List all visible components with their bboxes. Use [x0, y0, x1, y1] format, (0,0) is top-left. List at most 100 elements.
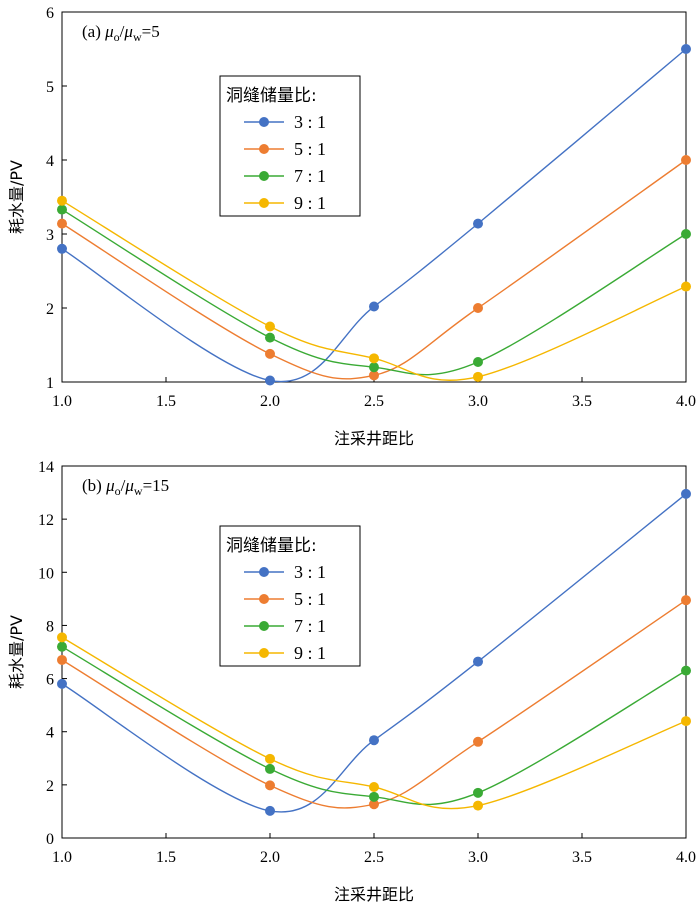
x-axis-title: 注采井距比 [334, 885, 414, 904]
data-point-3:1 [265, 375, 275, 386]
legend-marker [259, 198, 269, 208]
data-point-5:1 [57, 218, 67, 229]
data-point-3:1 [681, 44, 691, 54]
legend-label: 3 : 1 [294, 112, 326, 132]
x-axis-title: 注采井距比 [334, 429, 414, 448]
data-point-9:1 [265, 753, 275, 764]
data-point-7:1 [265, 332, 275, 343]
y-tick-label: 8 [46, 618, 54, 635]
data-point-9:1 [369, 353, 379, 364]
data-point-5:1 [473, 303, 483, 313]
panel-label: (a) μo/μw=5 [82, 22, 160, 44]
legend-label: 5 : 1 [294, 589, 326, 609]
data-point-3:1 [473, 656, 483, 667]
legend-label: 7 : 1 [294, 616, 326, 636]
panel-label-sub-o: o [115, 484, 121, 498]
y-tick-label: 4 [46, 153, 54, 170]
legend-label: 3 : 1 [294, 562, 326, 582]
data-point-5:1 [57, 654, 67, 665]
legend-label: 5 : 1 [294, 139, 326, 159]
plot-frame [61, 11, 687, 383]
x-tick-label: 3.0 [468, 849, 488, 866]
x-tick-label: 1.0 [52, 393, 72, 410]
legend-label: 7 : 1 [294, 166, 326, 186]
data-point-9:1 [265, 321, 275, 332]
series-line-7:1 [61, 646, 687, 806]
y-tick-label: 2 [46, 301, 54, 318]
y-tick-label: 10 [38, 565, 54, 582]
y-tick-label: 5 [46, 79, 54, 96]
panel-label-ratio: =15 [143, 476, 170, 495]
panel-label-slash: / [120, 22, 125, 41]
legend-marker [259, 567, 269, 577]
x-tick-label: 3.5 [572, 393, 592, 410]
data-point-7:1 [57, 641, 67, 652]
panel-label-sub-w: w [133, 30, 142, 44]
x-tick-label: 2.5 [364, 849, 384, 866]
x-tick-label: 4.0 [676, 849, 696, 866]
data-point-3:1 [57, 678, 67, 689]
y-tick-label: 1 [46, 375, 54, 392]
y-tick-label: 0 [46, 831, 54, 848]
x-tick-label: 1.5 [156, 849, 176, 866]
data-point-3:1 [369, 301, 379, 312]
legend-marker [259, 117, 269, 127]
panel-label-mu-o: μ [104, 22, 114, 41]
chart-panel-0: 1 2 3 4 5 6 1.0 1.5 2.0 2.5 3.0 3.5 4.0 注采井距比 耗水量/PV (a… [7, 5, 696, 448]
data-point-5:1 [473, 736, 483, 747]
chart-panel-1: 0 2 4 6 8 10 12 14 1.0 1.5 2.0 2.5 3.0 3.5 4.0 注采井距比 耗水量… [7, 459, 696, 904]
data-point-7:1 [681, 665, 691, 676]
panel-label-mu-w: μ [123, 22, 133, 41]
legend: 洞缝储量比: 3 : 1 5 : 1 7 : 1 9 : 1 [219, 525, 361, 667]
data-point-9:1 [473, 371, 483, 382]
data-point-9:1 [473, 800, 483, 811]
data-point-9:1 [57, 195, 67, 206]
x-tick-label: 3.5 [572, 849, 592, 866]
x-tick-label: 2.0 [260, 393, 280, 410]
legend-box [219, 75, 361, 217]
x-tick-label: 2.5 [364, 393, 384, 410]
x-tick-label: 4.0 [676, 393, 696, 410]
panel-label-prefix: (a) [82, 22, 105, 41]
legend-title: 洞缝储量比: [226, 86, 317, 106]
panel-label: (b) μo/μw=15 [82, 476, 169, 498]
panel-label-sub-w: w [134, 484, 143, 498]
series-line-3:1 [61, 493, 687, 813]
y-tick-label: 14 [38, 459, 54, 476]
data-point-3:1 [369, 735, 379, 746]
y-axis-title: 耗水量/PV [7, 160, 26, 234]
data-point-9:1 [681, 281, 691, 292]
y-tick-label: 2 [46, 778, 54, 795]
legend-box [219, 525, 361, 667]
y-axis-title: 耗水量/PV [7, 615, 26, 689]
data-point-7:1 [265, 763, 275, 774]
panel-label-prefix: (b) [82, 476, 106, 495]
y-tick-label: 3 [46, 227, 54, 244]
x-tick-label: 1.0 [52, 849, 72, 866]
panel-label-ratio: =5 [142, 22, 160, 41]
y-tick-label: 6 [46, 672, 54, 689]
data-point-9:1 [681, 716, 691, 727]
data-point-9:1 [57, 632, 67, 643]
data-point-5:1 [681, 155, 691, 165]
legend-marker [259, 648, 269, 658]
legend-marker [259, 621, 269, 631]
data-point-7:1 [473, 357, 483, 368]
x-tick-label: 1.5 [156, 393, 176, 410]
data-point-5:1 [265, 780, 275, 791]
data-point-5:1 [681, 595, 691, 606]
y-tick-label: 12 [38, 512, 54, 529]
x-tick-label: 3.0 [468, 393, 488, 410]
data-point-3:1 [57, 243, 67, 254]
data-point-3:1 [265, 805, 275, 816]
data-point-7:1 [369, 362, 379, 373]
data-point-7:1 [57, 204, 67, 215]
data-point-5:1 [369, 799, 379, 810]
data-point-7:1 [369, 791, 379, 802]
x-tick-label: 2.0 [260, 849, 280, 866]
legend-marker [259, 144, 269, 154]
y-tick-label: 6 [46, 5, 54, 22]
panel-label-mu-o: μ [105, 476, 115, 495]
data-point-9:1 [369, 781, 379, 792]
